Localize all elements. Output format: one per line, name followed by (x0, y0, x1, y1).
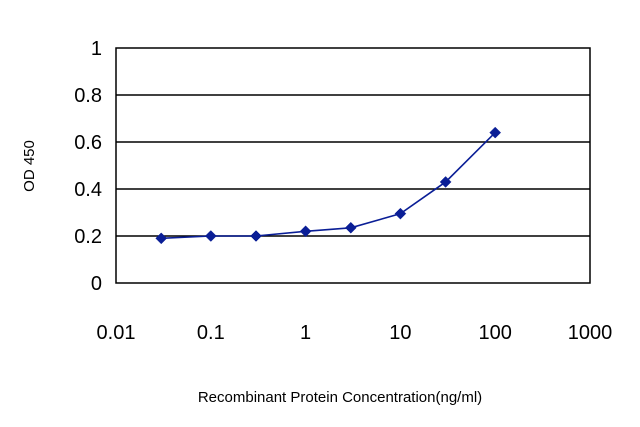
plot-area (115, 47, 591, 284)
x-axis-title: Recombinant Protein Concentration(ng/ml) (198, 389, 482, 406)
data-point-marker (250, 230, 262, 242)
data-point-marker (299, 225, 312, 238)
x-tick-label: 0.1 (197, 322, 225, 344)
x-axis-tick-labels: 0.01 0.1 1 10 100 1000 (97, 322, 613, 344)
x-tick-label: 100 (479, 322, 512, 344)
x-tick-label: 0.01 (97, 322, 136, 344)
gridlines (116, 94, 590, 237)
y-tick-label: 0.4 (74, 179, 102, 201)
y-tick-label: 0.8 (74, 85, 102, 107)
data-point-marker (439, 176, 452, 188)
x-tick-label: 1000 (568, 322, 613, 344)
y-axis-title: OD 450 (21, 140, 38, 192)
y-axis-tick-labels: 0 0.2 0.4 0.6 0.8 1 (74, 38, 102, 295)
x-tick-label: 10 (389, 322, 411, 344)
data-point-marker (204, 230, 217, 242)
y-tick-label: 0.2 (74, 226, 102, 248)
y-tick-label: 1 (91, 38, 102, 60)
x-tick-label: 1 (300, 322, 311, 344)
series-line (161, 132, 496, 240)
data-point-marker (155, 232, 168, 245)
y-tick-label: 0.6 (74, 132, 102, 154)
y-tick-label: 0 (91, 273, 102, 295)
data-point-marker (489, 126, 502, 139)
data-point-marker (394, 207, 407, 220)
data-point-marker (344, 221, 357, 234)
series-layer (155, 126, 502, 245)
